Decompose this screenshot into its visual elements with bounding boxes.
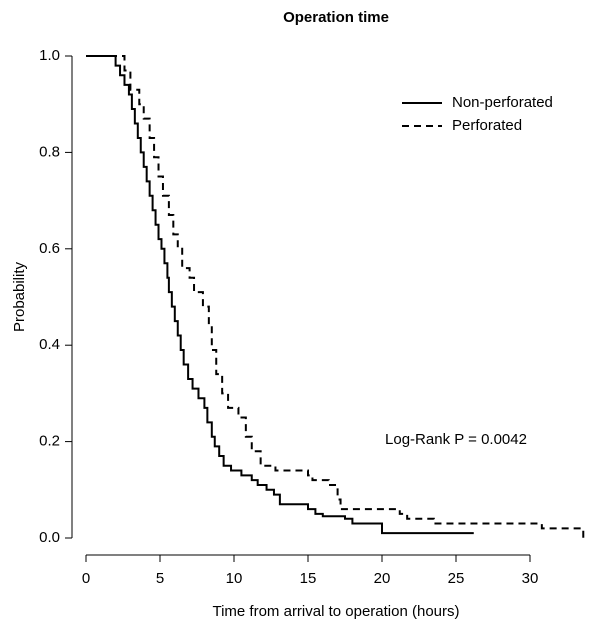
- y-tick-label: 0.0: [39, 529, 60, 546]
- x-tick-label: 30: [522, 570, 539, 587]
- x-tick-label: 10: [226, 570, 243, 587]
- x-tick-label: 15: [300, 570, 317, 587]
- x-tick-label: 0: [82, 570, 90, 587]
- legend-label: Non-perforated: [452, 94, 553, 111]
- annotation: Log-Rank P = 0.0042: [385, 431, 527, 448]
- y-tick-label: 0.6: [39, 240, 60, 257]
- legend-label: Perforated: [452, 117, 522, 134]
- x-tick-label: 5: [156, 570, 164, 587]
- x-tick-label: 25: [448, 570, 465, 587]
- y-tick-label: 0.2: [39, 433, 60, 450]
- survival-curve: [86, 55, 474, 535]
- survival-curve: [86, 55, 585, 538]
- y-axis-label: Probability: [11, 261, 28, 332]
- y-tick-label: 0.8: [39, 143, 60, 160]
- y-tick-label: 1.0: [39, 47, 60, 64]
- y-tick-label: 0.4: [39, 336, 60, 353]
- chart-title: Operation time: [283, 9, 389, 26]
- x-axis-label: Time from arrival to operation (hours): [212, 603, 459, 620]
- x-tick-label: 20: [374, 570, 391, 587]
